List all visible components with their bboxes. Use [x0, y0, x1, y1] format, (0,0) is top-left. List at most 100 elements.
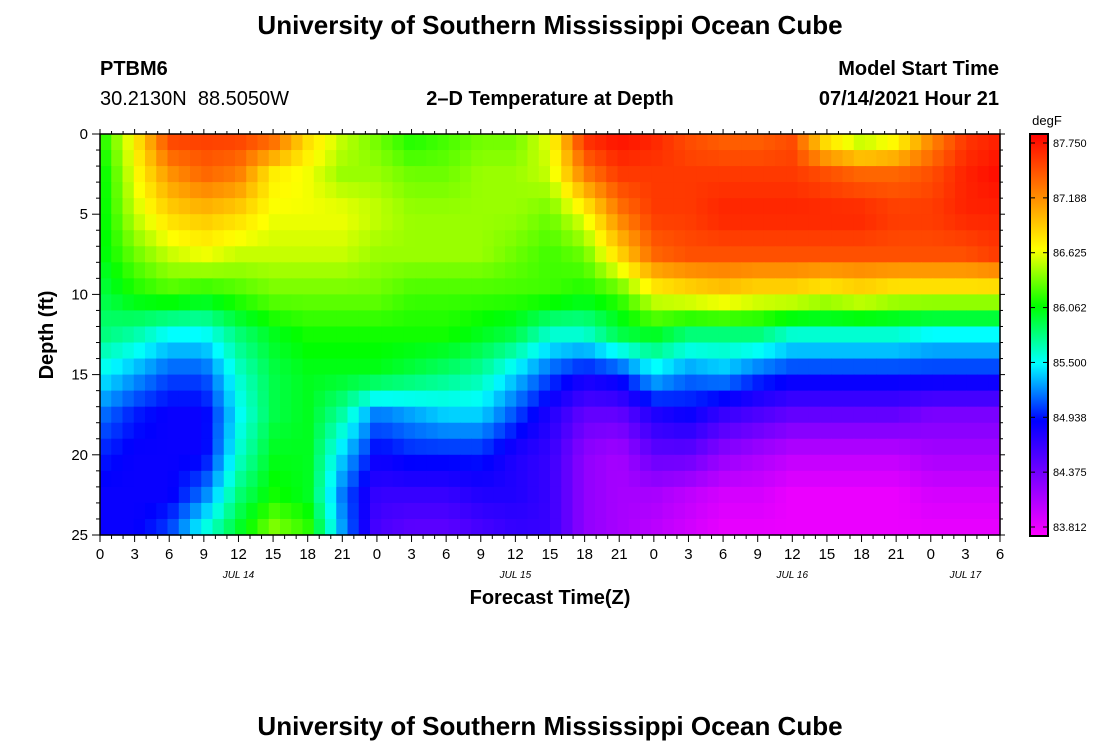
heatmap-cell — [493, 486, 506, 504]
heatmap-cell — [392, 214, 405, 231]
heatmap-cell — [392, 358, 405, 376]
heatmap-cell — [685, 278, 697, 295]
heatmap-cell — [437, 278, 450, 295]
heatmap-cell — [133, 198, 146, 215]
heatmap-cell — [471, 374, 484, 392]
heatmap-cell — [853, 326, 866, 344]
heatmap-cell — [370, 294, 382, 312]
heatmap-cell — [336, 134, 349, 151]
heatmap-cell — [797, 262, 810, 279]
x-tick-label: 0 — [927, 546, 935, 563]
heatmap-cell — [268, 422, 281, 440]
heatmap-cell — [111, 390, 124, 408]
heatmap-cell — [775, 182, 787, 199]
heatmap-cell — [696, 502, 709, 520]
heatmap-cell — [538, 406, 551, 424]
heatmap-cell — [291, 486, 304, 504]
heatmap-cell — [122, 166, 135, 183]
heatmap-cell — [426, 422, 439, 440]
heatmap-cell — [707, 214, 720, 231]
heatmap-cell — [347, 518, 360, 536]
heatmap-cell — [471, 230, 484, 247]
heatmap-cell — [865, 422, 877, 440]
heatmap-cell — [381, 486, 394, 504]
heatmap-cell — [201, 454, 214, 472]
heatmap-cell — [392, 390, 405, 408]
heatmap-cell — [730, 262, 742, 279]
heatmap-cell — [910, 390, 922, 408]
heatmap-cell — [336, 486, 349, 504]
heatmap-cell — [752, 406, 765, 424]
heatmap-cell — [752, 502, 765, 520]
heatmap-cell — [932, 406, 945, 424]
heatmap-cell — [415, 150, 427, 167]
heatmap-cell — [685, 246, 697, 263]
heatmap-cell — [617, 198, 630, 215]
heatmap-cell — [538, 502, 551, 520]
heatmap-cell — [572, 166, 585, 183]
heatmap-cell — [988, 294, 1001, 312]
heatmap-cell — [606, 134, 619, 151]
heatmap-cell — [268, 262, 281, 279]
heatmap-cell — [865, 406, 877, 424]
heatmap-cell — [797, 358, 810, 376]
heatmap-cell — [673, 438, 686, 456]
heatmap-cell — [291, 246, 304, 263]
colorbar-tick-label: 83.812 — [1053, 522, 1087, 534]
heatmap-cell — [370, 422, 382, 440]
heatmap-cell — [595, 246, 607, 263]
heatmap-cell — [122, 518, 135, 536]
heatmap-cell — [313, 438, 326, 456]
heatmap-cell — [122, 342, 135, 360]
heatmap-cell — [865, 342, 877, 360]
heatmap-cell — [471, 486, 484, 504]
heatmap-cell — [921, 134, 934, 151]
heatmap-cell — [538, 214, 551, 231]
heatmap-cell — [966, 390, 979, 408]
heatmap-cell — [190, 262, 202, 279]
heatmap-cell — [325, 502, 337, 520]
heatmap-cell — [763, 518, 776, 536]
heatmap-cell — [865, 518, 877, 536]
heatmap-cell — [572, 182, 585, 199]
heatmap-cell — [313, 230, 326, 247]
heatmap-cell — [943, 438, 956, 456]
heatmap-cell — [190, 198, 202, 215]
heatmap-cell — [752, 230, 765, 247]
heatmap-cell — [145, 374, 157, 392]
heatmap-cell — [898, 422, 911, 440]
heatmap-cell — [257, 470, 270, 488]
heatmap-cell — [775, 390, 787, 408]
heatmap-cell — [730, 422, 742, 440]
heatmap-cell — [347, 486, 360, 504]
heatmap-cell — [291, 390, 304, 408]
heatmap-cell — [977, 502, 990, 520]
heatmap-cell — [415, 454, 427, 472]
heatmap-cell — [505, 422, 517, 440]
heatmap-cell — [313, 198, 326, 215]
heatmap-cell — [527, 262, 540, 279]
heatmap-cell — [595, 454, 607, 472]
heatmap-cell — [156, 294, 169, 312]
heatmap-cell — [628, 166, 641, 183]
heatmap-cell — [100, 294, 112, 312]
heatmap-cell — [257, 326, 270, 344]
heatmap-cell — [268, 246, 281, 263]
heatmap-cell — [887, 470, 900, 488]
heatmap-cell — [955, 182, 967, 199]
heatmap-cell — [201, 326, 214, 344]
heatmap-cell — [752, 326, 765, 344]
heatmap-cell — [955, 198, 967, 215]
heatmap-cell — [145, 502, 157, 520]
heatmap-cell — [730, 374, 742, 392]
heatmap-cell — [921, 438, 934, 456]
heatmap-cell — [145, 454, 157, 472]
heatmap-cell — [516, 438, 529, 456]
heatmap-cell — [808, 486, 821, 504]
heatmap-cell — [572, 198, 585, 215]
heatmap-cell — [595, 310, 607, 328]
heatmap-cell — [336, 454, 349, 472]
heatmap-cell — [370, 246, 382, 263]
heatmap-cell — [831, 310, 844, 328]
heatmap-cell — [111, 134, 124, 151]
